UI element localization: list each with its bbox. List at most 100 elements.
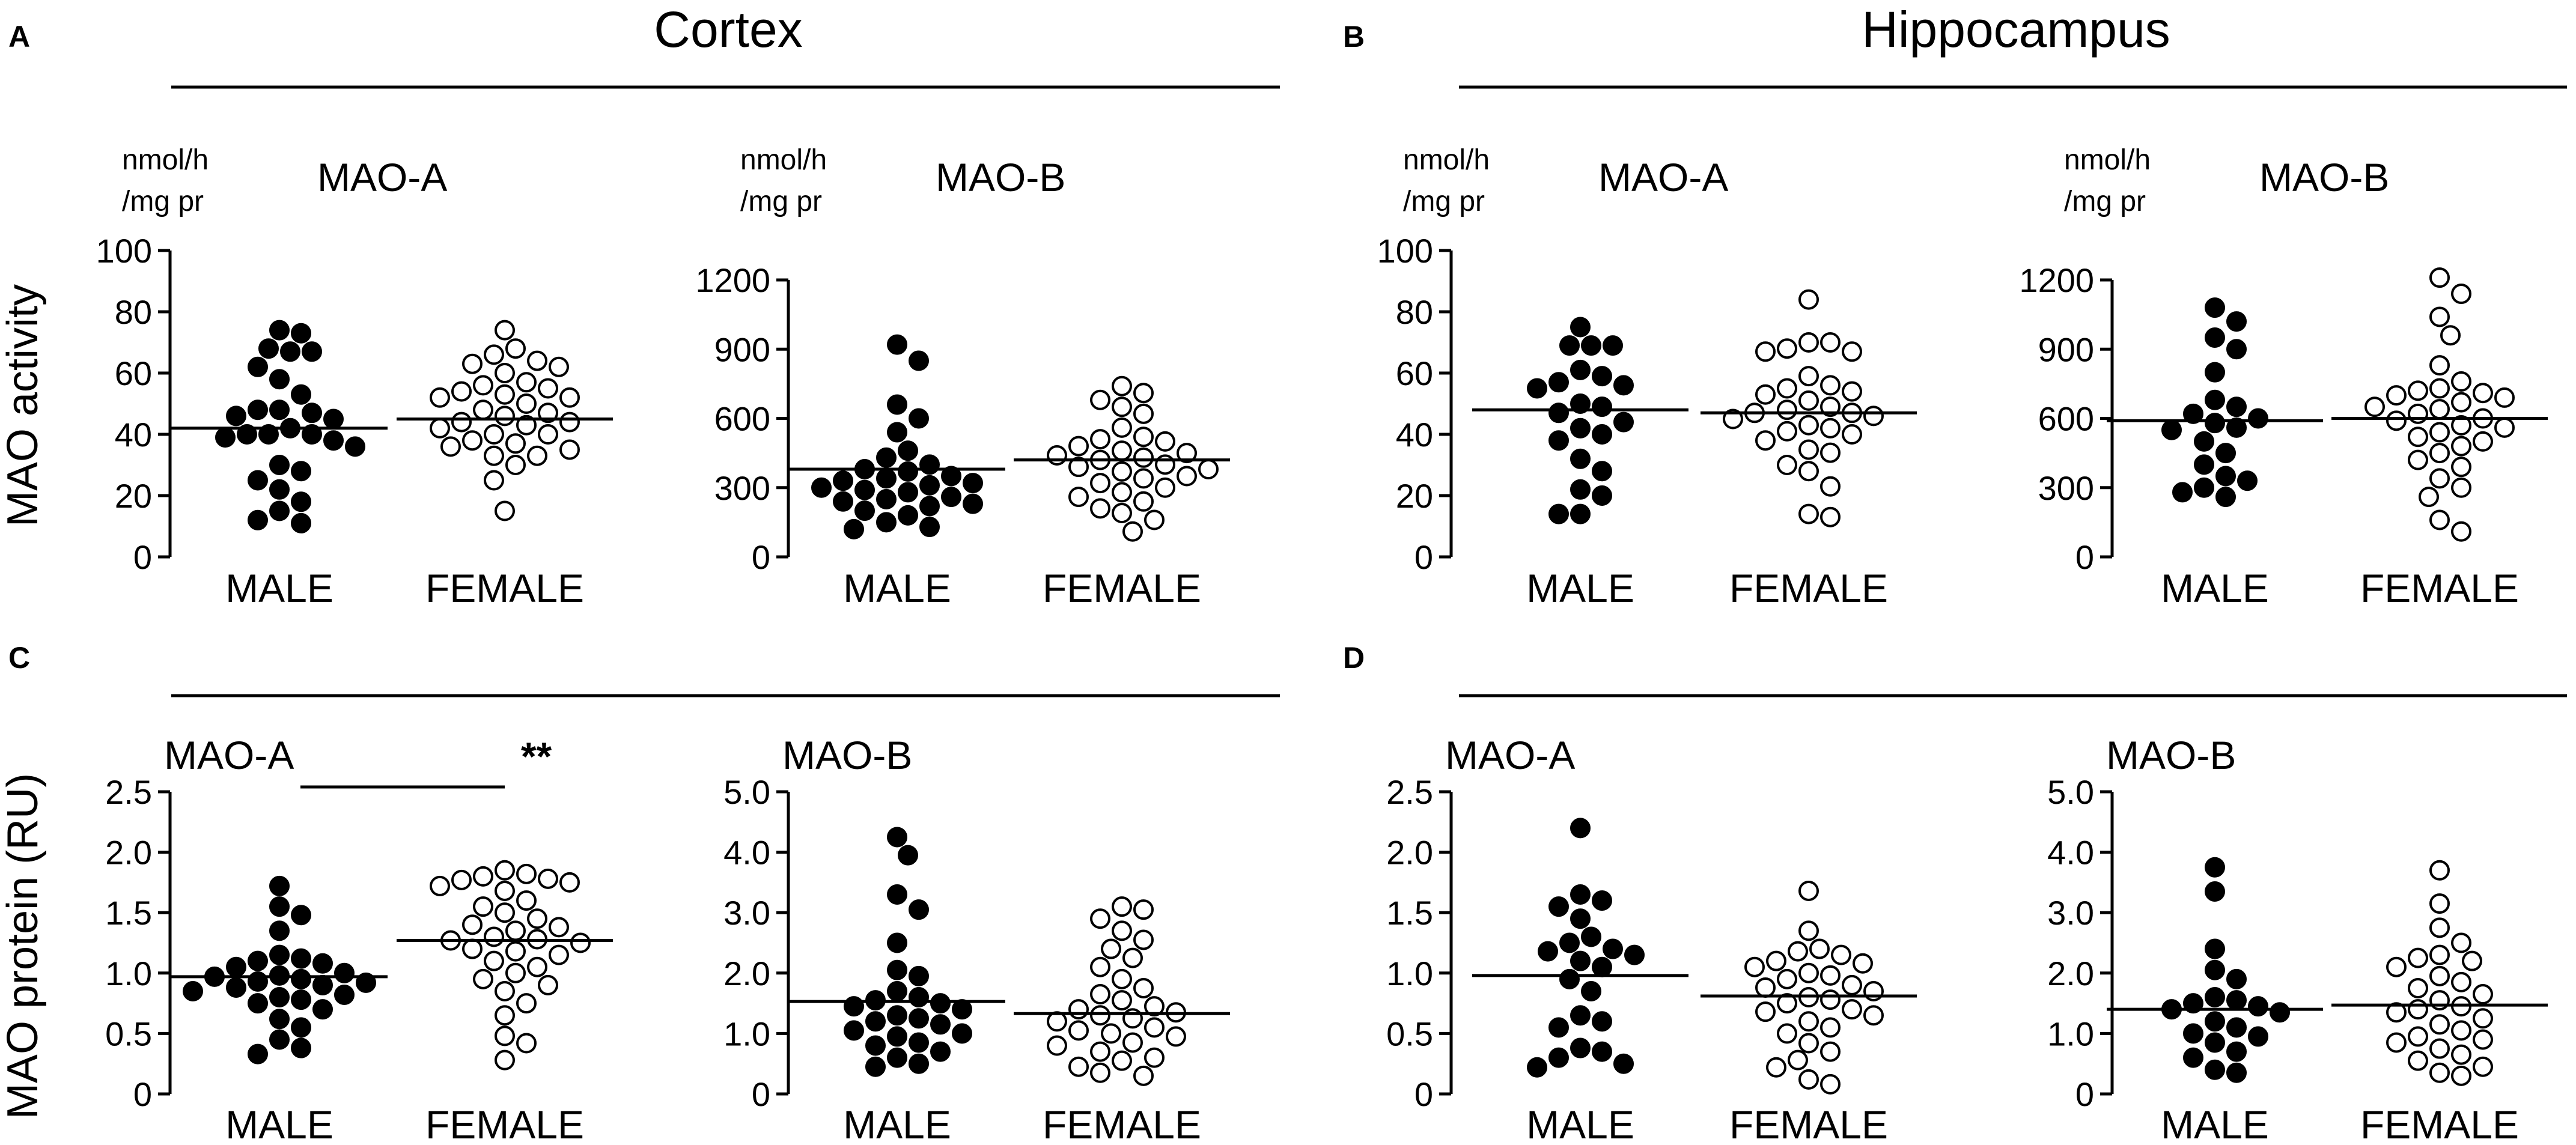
- y-tick-label: 0: [752, 538, 770, 576]
- y-tick-label: 300: [714, 469, 770, 507]
- unit-label-line1: nmol/h: [2064, 144, 2151, 176]
- data-point-female: [1798, 461, 1819, 482]
- data-point-female: [2429, 306, 2450, 327]
- data-point-male: [1570, 1005, 1591, 1026]
- data-point-female: [1047, 1035, 1067, 1056]
- data-point-female: [473, 375, 493, 396]
- data-point-male: [302, 424, 322, 445]
- data-point-male: [269, 1009, 290, 1030]
- y-tick-label: 3.0: [723, 894, 770, 932]
- panel-title: MAO-B: [2259, 155, 2389, 199]
- data-point-female: [2451, 436, 2471, 457]
- data-point-male: [291, 512, 311, 533]
- data-point-male: [2248, 1026, 2268, 1047]
- data-point-male: [898, 505, 918, 526]
- data-point-female: [495, 320, 515, 341]
- x-category-label-female: FEMALE: [1043, 566, 1201, 610]
- data-point-male: [930, 993, 951, 1014]
- data-point-male: [312, 974, 333, 995]
- data-point-female: [1090, 1005, 1110, 1026]
- data-point-male: [887, 1005, 907, 1026]
- data-point-female: [1122, 947, 1143, 968]
- data-point-male: [876, 468, 897, 489]
- data-point-male: [1592, 956, 1612, 977]
- data-point-male: [1570, 393, 1591, 414]
- data-point-female: [2429, 944, 2450, 965]
- y-tick-label: 1.5: [1386, 894, 1433, 932]
- panel-hippocampus-activity-mao-a: 0 20 40 60 80 100 nmol/h/mg pr MAO-A MALE FEMALE: [1377, 144, 1917, 610]
- data-point-female: [495, 363, 515, 383]
- data-point-female: [1820, 965, 1841, 986]
- region-title-cortex: Cortex: [654, 1, 802, 58]
- data-point-female: [516, 393, 537, 414]
- data-point-female: [1820, 332, 1841, 353]
- data-point-female: [1798, 289, 1819, 310]
- data-point-male: [1624, 944, 1645, 965]
- x-category-label-female: FEMALE: [1729, 1102, 1888, 1145]
- y-tick-label: 2.0: [105, 834, 152, 872]
- x-category-label-male: MALE: [1526, 1102, 1634, 1145]
- data-point-female: [1133, 383, 1154, 404]
- data-point-female: [1133, 977, 1154, 998]
- panel-title: MAO-A: [1445, 733, 1575, 777]
- data-point-female: [1798, 332, 1819, 353]
- data-point-male: [2226, 417, 2247, 438]
- data-point-male: [291, 323, 311, 344]
- data-point-female: [1068, 1020, 1089, 1041]
- data-point-male: [930, 1041, 951, 1062]
- y-tick-label: 2.0: [723, 955, 770, 992]
- data-point-female: [495, 384, 515, 405]
- y-tick-label: 0: [133, 538, 152, 576]
- data-point-female: [1842, 341, 1862, 362]
- y-tick-label: 20: [115, 477, 152, 515]
- data-point-male: [2205, 389, 2225, 410]
- y-tick-label: 5.0: [2047, 773, 2094, 811]
- data-point-male: [844, 518, 864, 539]
- data-point-male: [226, 977, 246, 998]
- data-point-male: [1592, 366, 1612, 387]
- data-point-female: [1820, 1041, 1841, 1062]
- data-point-female: [473, 866, 493, 887]
- data-point-female: [2451, 284, 2471, 305]
- y-tick-label: 600: [2038, 400, 2094, 438]
- data-point-female: [1820, 1017, 1841, 1038]
- data-point-female: [1112, 375, 1132, 396]
- data-point-male: [887, 932, 907, 953]
- data-point-male: [1592, 424, 1612, 445]
- data-point-female: [1133, 427, 1154, 448]
- data-point-female: [1831, 944, 1851, 965]
- y-tick-label: 60: [1396, 354, 1433, 392]
- data-point-female: [1863, 405, 1884, 427]
- data-point-male: [909, 899, 929, 920]
- y-tick-label: 0.5: [105, 1015, 152, 1052]
- data-point-female: [2473, 984, 2493, 1005]
- y-tick-label: 900: [2038, 330, 2094, 368]
- data-point-female: [1820, 418, 1841, 439]
- panel-title: MAO-B: [782, 733, 912, 777]
- panel-cortex-protein-mao-b: 0 1.0 2.0 3.0 4.0 5.0 MAO-B MALE FEMALE: [723, 733, 1230, 1145]
- data-point-male: [2205, 362, 2225, 383]
- data-point-male: [1581, 335, 1601, 356]
- data-point-male: [909, 408, 929, 429]
- data-point-female: [1144, 1047, 1165, 1068]
- data-point-female: [2473, 431, 2493, 452]
- data-point-male: [2237, 470, 2258, 491]
- data-point-male: [269, 399, 290, 421]
- x-category-label-male: MALE: [1526, 566, 1634, 610]
- data-point-male: [302, 341, 322, 362]
- data-point-male: [291, 948, 311, 969]
- y-tick-label: 60: [115, 354, 152, 392]
- data-point-male: [833, 491, 853, 512]
- data-point-female: [1198, 459, 1219, 480]
- data-point-male: [1527, 378, 1547, 399]
- data-point-female: [1112, 1050, 1132, 1071]
- data-point-female: [549, 917, 569, 938]
- panel-cortex-protein-mao-a: 0 0.5 1.0 1.5 2.0 2.5 MAO-A MALE FEMALE **: [105, 733, 613, 1145]
- data-point-female: [1068, 1056, 1089, 1077]
- data-point-male: [865, 1011, 886, 1032]
- data-point-female: [2419, 487, 2439, 508]
- data-point-female: [1090, 498, 1110, 519]
- data-point-female: [1133, 491, 1154, 512]
- y-axis-label-protein: MAO protein (RU): [0, 773, 47, 1119]
- panel-hippocampus-protein-mao-b: 0 1.0 2.0 3.0 4.0 5.0 MAO-B MALE FEMALE: [2047, 733, 2548, 1145]
